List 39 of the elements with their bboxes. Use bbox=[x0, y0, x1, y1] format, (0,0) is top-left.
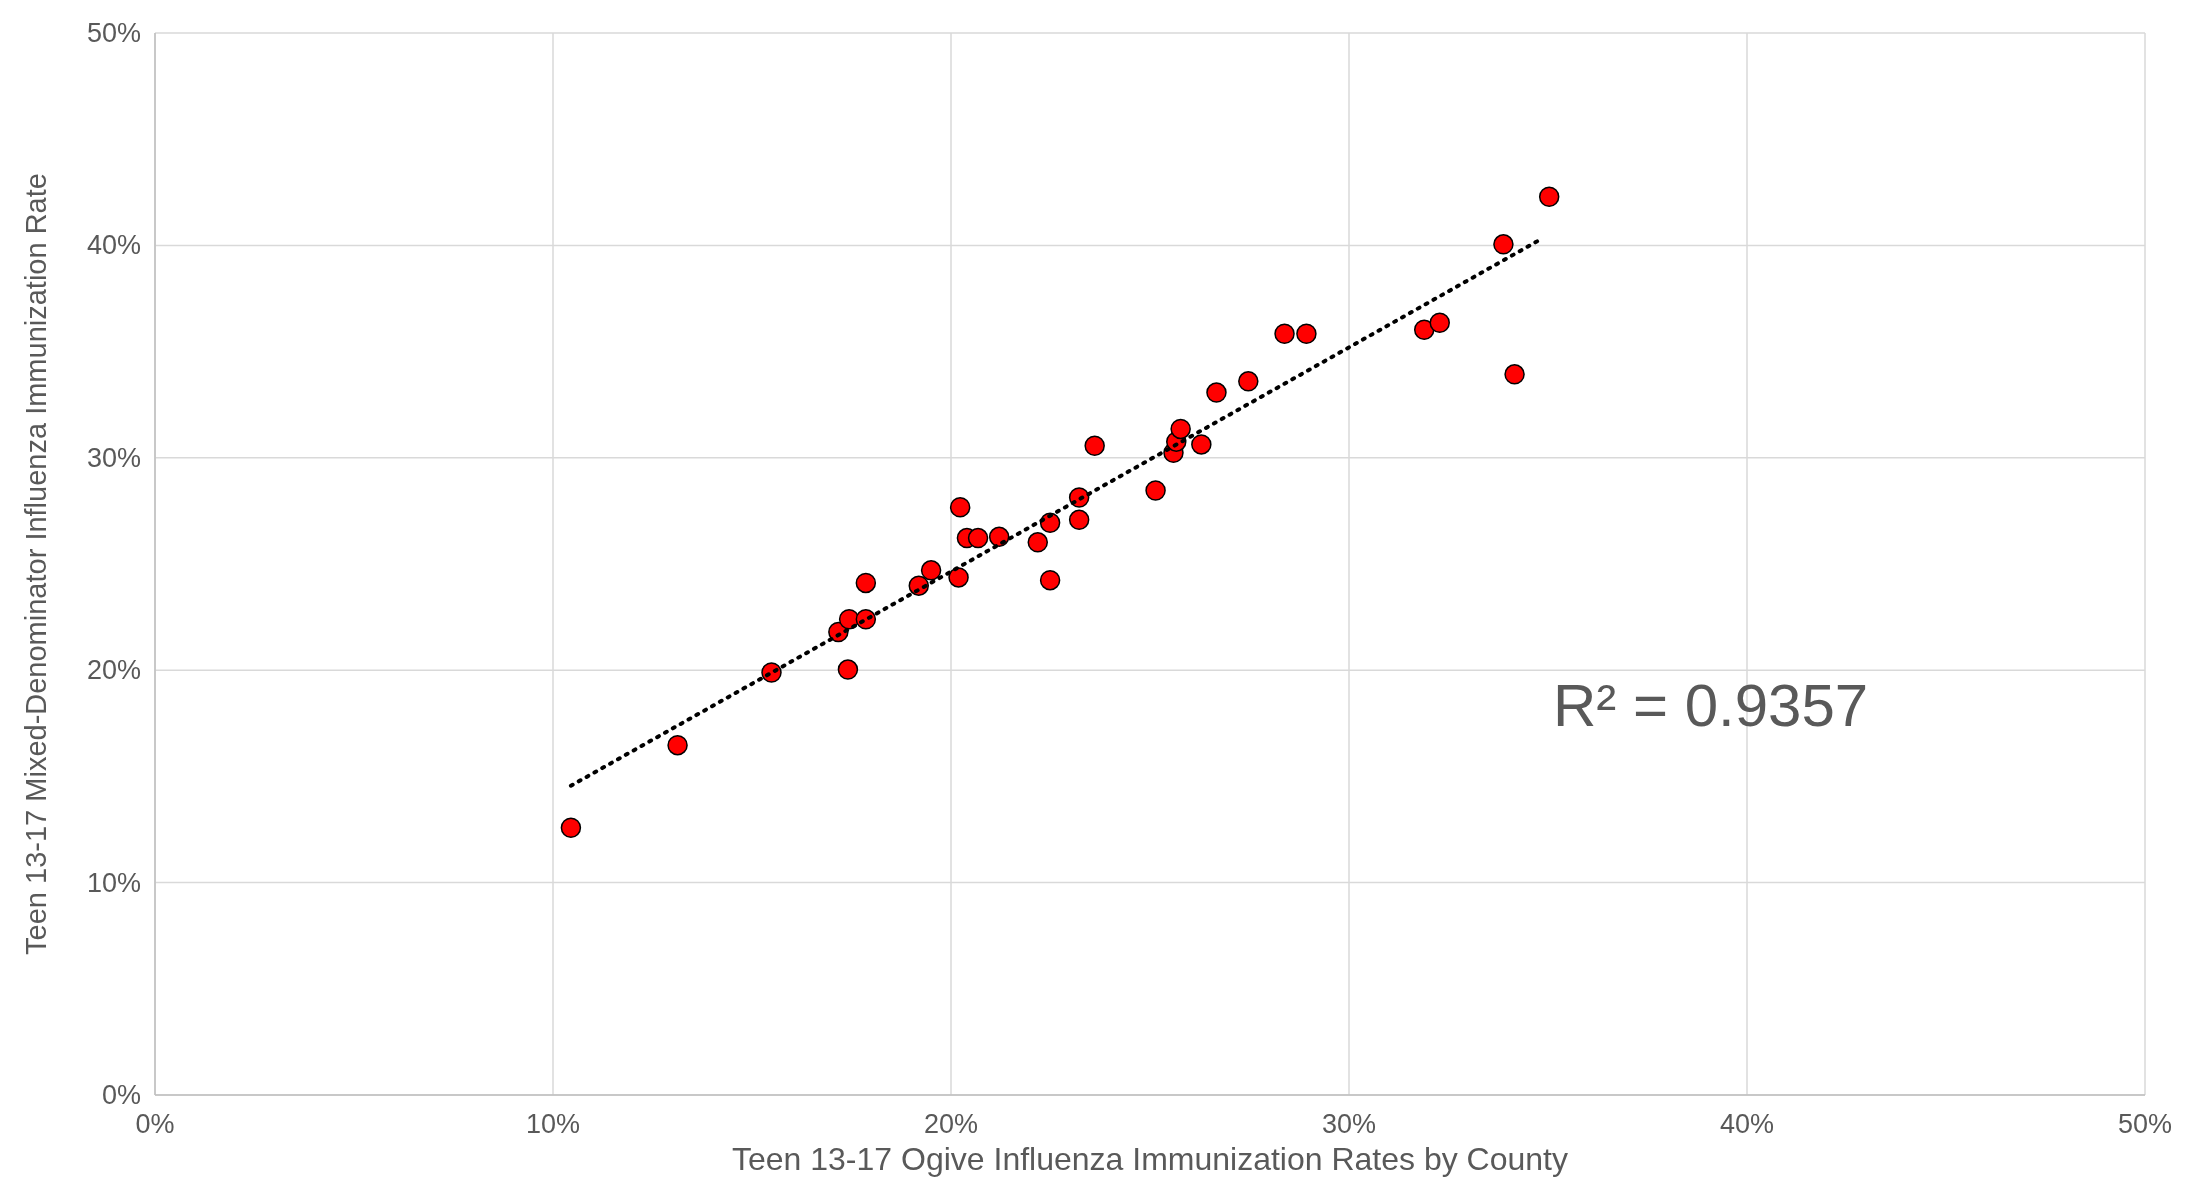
point bbox=[920, 560, 942, 581]
point bbox=[1170, 418, 1191, 440]
x-tick-label: 10% bbox=[525, 1109, 581, 1139]
point bbox=[1429, 312, 1450, 333]
point bbox=[1191, 434, 1212, 455]
point bbox=[949, 497, 971, 518]
y-tick-label: 10% bbox=[86, 867, 141, 898]
x-axis-title: Teen 13-17 Ogive Influenza Immunization Rates by County bbox=[731, 1141, 1569, 1177]
y-tick-label: 50% bbox=[86, 18, 141, 48]
point bbox=[1296, 323, 1317, 345]
point bbox=[1068, 509, 1090, 531]
point bbox=[1039, 569, 1061, 591]
y-tick-label: 40% bbox=[86, 230, 141, 261]
annotation: R² = 0.9357 bbox=[1553, 672, 1869, 740]
point bbox=[1027, 532, 1049, 553]
x-tick-label: 50% bbox=[2117, 1109, 2173, 1139]
point bbox=[560, 817, 582, 839]
x-tick-label: 40% bbox=[1719, 1109, 1775, 1139]
point bbox=[1504, 364, 1525, 385]
x-tick-label: 30% bbox=[1321, 1109, 1377, 1139]
point bbox=[837, 659, 859, 680]
point bbox=[1413, 319, 1435, 340]
point bbox=[667, 734, 688, 756]
point bbox=[1084, 435, 1105, 456]
point bbox=[1274, 323, 1295, 345]
x-tick-label: 0% bbox=[135, 1109, 175, 1139]
point bbox=[1206, 382, 1227, 403]
y-tick-label: 0% bbox=[101, 1080, 141, 1110]
y-axis-title: Teen 13-17 Mixed-Denominator Influenza Immunization Rate bbox=[20, 173, 52, 955]
point bbox=[1145, 480, 1166, 501]
point bbox=[1238, 371, 1259, 392]
point bbox=[855, 572, 877, 594]
point bbox=[948, 567, 969, 588]
point bbox=[1493, 234, 1514, 255]
y-tick-label: 30% bbox=[86, 442, 141, 473]
y-tick-label: 20% bbox=[86, 655, 141, 686]
x-tick-label: 20% bbox=[923, 1109, 979, 1139]
point bbox=[1538, 186, 1560, 208]
point bbox=[967, 527, 989, 549]
